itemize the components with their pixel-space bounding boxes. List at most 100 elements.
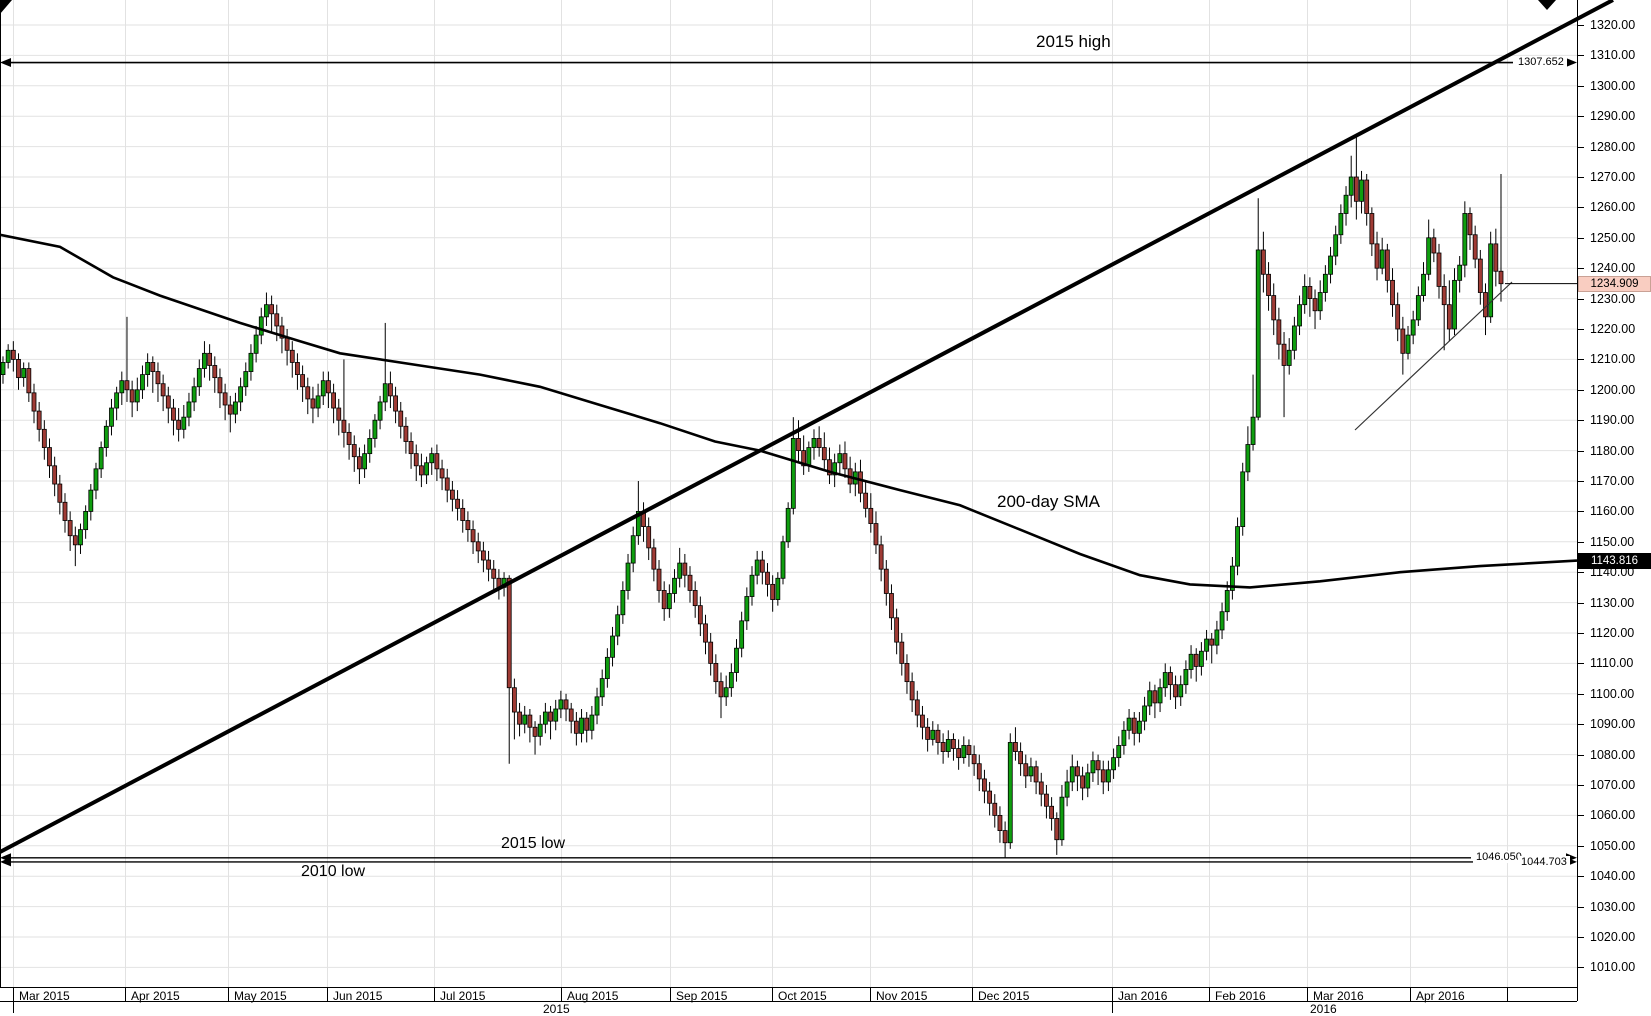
month-tick — [972, 988, 973, 1001]
y-tick-mark — [1577, 572, 1584, 574]
y-tick-label: 1290.00 — [1590, 109, 1636, 124]
candle-body — [449, 489, 455, 500]
candle-body — [827, 459, 832, 476]
candle-body — [129, 389, 135, 403]
candle-body — [212, 365, 218, 379]
candle-body — [5, 349, 11, 363]
candle-body — [1188, 653, 1194, 670]
candle-body — [1328, 255, 1333, 275]
candle-body — [470, 529, 476, 543]
candle-body — [858, 471, 863, 494]
candle-body — [1023, 763, 1029, 777]
candle-body — [1198, 650, 1204, 667]
candle-body — [1348, 176, 1354, 196]
month-tick — [1307, 988, 1308, 1001]
y-tick-mark — [1577, 116, 1584, 118]
y-tick-label: 1200.00 — [1590, 382, 1636, 397]
candle-body — [630, 535, 636, 564]
candle-body — [1338, 213, 1344, 236]
candle-body — [372, 419, 378, 439]
candle-body — [41, 428, 47, 448]
candle-body — [1498, 270, 1504, 285]
y-tick-mark — [1577, 937, 1584, 938]
candle-body — [728, 672, 734, 689]
candle-body — [1426, 237, 1432, 275]
candle-body — [537, 723, 543, 737]
y-tick-label: 1100.00 — [1590, 686, 1635, 701]
plot-left-border — [0, 0, 1, 988]
candle-body — [625, 562, 631, 591]
y-tick-mark — [1577, 359, 1584, 361]
candle-body — [1421, 273, 1426, 296]
candle-body — [1033, 766, 1039, 783]
y-tick-mark — [1577, 389, 1584, 391]
y-tick-mark — [1577, 481, 1584, 482]
candle-body — [222, 392, 228, 406]
candle-body — [362, 453, 367, 470]
y-tick-label: 1090.00 — [1590, 717, 1636, 732]
candle-body — [1483, 292, 1488, 318]
y-tick-mark — [1577, 602, 1584, 604]
candle-body — [269, 304, 275, 315]
y-tick-mark — [1577, 25, 1584, 26]
candle-body — [987, 790, 993, 804]
candle-body — [615, 614, 621, 637]
candle-body — [1209, 638, 1215, 646]
candle-body — [785, 507, 791, 543]
y-tick-label: 1120.00 — [1590, 626, 1635, 640]
candle-body — [1069, 766, 1075, 783]
candle-body — [233, 401, 238, 415]
candle-body — [599, 678, 605, 698]
candle-body — [227, 404, 233, 415]
candle-body — [279, 325, 285, 339]
candle-body — [326, 380, 331, 394]
high-2015-line-right-arrow — [1566, 58, 1577, 68]
month-tick — [327, 988, 328, 1001]
candle-body — [109, 407, 114, 427]
month-label: Jul 2015 — [440, 989, 486, 1003]
sma-line — [0, 233, 1578, 589]
candle-body — [1162, 672, 1168, 689]
candle-body — [894, 617, 900, 643]
candle-body — [1250, 416, 1256, 445]
candle-body — [295, 362, 300, 376]
y-tick-label: 1040.00 — [1590, 869, 1636, 884]
candle-body — [382, 383, 388, 403]
y-tick-label: 1180.00 — [1590, 443, 1635, 458]
candle-body — [1100, 769, 1106, 783]
month-tick — [1410, 988, 1411, 1001]
month-label: Apr 2016 — [1416, 989, 1465, 1003]
candle-body — [579, 717, 584, 734]
candle-body — [62, 501, 68, 521]
year-tick — [1112, 1001, 1113, 1013]
y-tick-mark — [1577, 785, 1584, 786]
candle-body — [403, 425, 409, 442]
candle-body — [1291, 325, 1297, 351]
candle-body — [83, 510, 89, 531]
candle-body — [966, 745, 972, 755]
candle-body — [424, 462, 429, 476]
candle-body — [140, 374, 145, 391]
candle-body — [1374, 243, 1380, 269]
month-label: Jan 2016 — [1118, 989, 1168, 1003]
candle-body — [904, 663, 910, 683]
candle-body — [1488, 243, 1494, 318]
candle-body — [1410, 319, 1416, 336]
candle-body — [88, 489, 94, 512]
candle-body — [1431, 237, 1437, 254]
month-label: Aug 2015 — [567, 989, 619, 1003]
candle-body — [238, 386, 244, 403]
candle-body — [1266, 273, 1271, 296]
annotation-2015-high: 2015 high — [1036, 32, 1111, 51]
candle-body — [837, 453, 843, 464]
y-tick-label: 1170.00 — [1590, 474, 1635, 488]
candle-body — [1002, 830, 1008, 844]
candle-body — [444, 477, 450, 491]
candle-body — [982, 778, 987, 792]
candle-body — [217, 377, 223, 394]
candle-body — [951, 739, 956, 749]
candle-body — [103, 425, 109, 448]
candle-body — [1255, 249, 1261, 418]
